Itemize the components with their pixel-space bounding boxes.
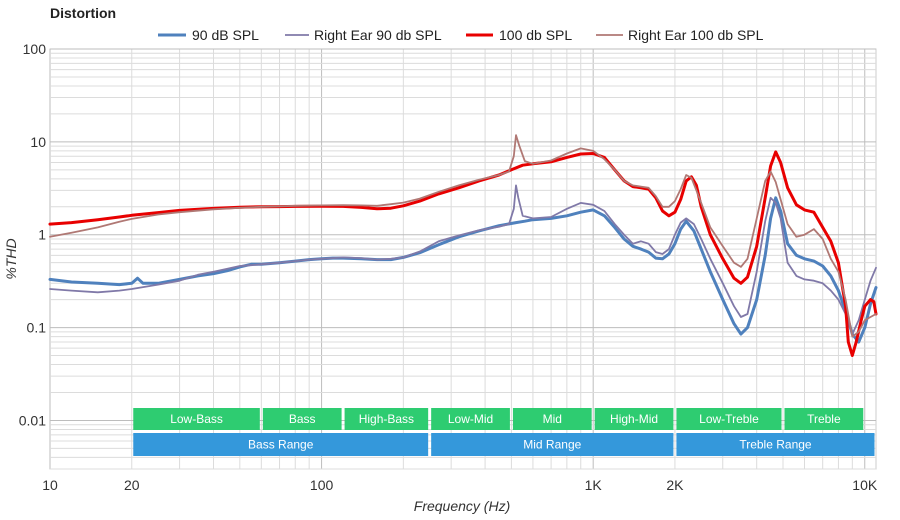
band-label: Low-Bass (170, 412, 223, 426)
legend-label: 90 dB SPL (192, 27, 259, 43)
band-label: High-Bass (359, 412, 414, 426)
legend-label: 100 db SPL (499, 27, 572, 43)
x-tick-label: 100 (310, 477, 334, 493)
frequency-bands: Low-Bass Bass High-Bass Low-Mid Mid High-Mid L… (133, 408, 875, 456)
x-tick-label: 1K (585, 477, 603, 493)
y-tick-label: 100 (23, 41, 47, 57)
series-line-right-ear-90-db-spl (49, 184, 877, 335)
band-label: Low-Treble (699, 412, 759, 426)
y-tick-label: 1 (38, 227, 46, 243)
axes: 100 10 1 0.1 0.01 10 20 100 1K 2K 10K Frequency (Hz… (3, 41, 878, 514)
chart-title: Distortion (50, 5, 117, 21)
x-tick-label: 10K (852, 477, 878, 493)
band-label: Bass Range (248, 438, 314, 452)
band-high-bass (344, 408, 429, 430)
legend-item-100-db-spl[interactable]: 100 db SPL (466, 27, 572, 43)
band-treble-range (676, 433, 875, 456)
band-label: Bass (289, 412, 316, 426)
band-low-treble (676, 408, 782, 430)
band-label: High-Mid (610, 412, 658, 426)
band-treble (784, 408, 864, 430)
x-tick-label: 2K (666, 477, 684, 493)
legend-item-right-ear-90-db-spl[interactable]: Right Ear 90 db SPL (285, 27, 442, 43)
legend-item-90-db-spl[interactable]: 90 dB SPL (158, 27, 259, 43)
y-tick-label: 10 (30, 134, 46, 150)
y-axis-title: %THD (3, 238, 19, 279)
band-mid (512, 408, 592, 430)
series-lines (48, 134, 878, 357)
band-label: Treble (807, 412, 841, 426)
x-tick-label: 10 (42, 477, 58, 493)
band-low-mid (431, 408, 510, 430)
plot-area (49, 48, 877, 470)
grid (49, 48, 877, 470)
band-label: Mid (543, 412, 562, 426)
band-label: Treble Range (739, 438, 812, 452)
band-high-mid (594, 408, 674, 430)
y-tick-label: 0.1 (27, 320, 47, 336)
y-tick-label: 0.01 (19, 412, 46, 428)
band-label: Low-Mid (448, 412, 493, 426)
legend-label: Right Ear 100 db SPL (628, 27, 764, 43)
legend-item-right-ear-100-db-spl[interactable]: Right Ear 100 db SPL (596, 27, 764, 43)
band-mid-range (431, 433, 674, 456)
band-low-bass (133, 408, 260, 430)
band-bass-range (133, 433, 429, 456)
x-axis-title: Frequency (Hz) (414, 498, 510, 514)
legend[interactable]: 90 dB SPL Right Ear 90 db SPL 100 db SPL Ri… (158, 27, 764, 43)
band-label: Mid Range (523, 438, 581, 452)
legend-label: Right Ear 90 db SPL (314, 27, 442, 43)
x-tick-label: 20 (124, 477, 140, 493)
series-line-right-ear-100-db-spl (49, 134, 877, 338)
band-bass (262, 408, 342, 430)
